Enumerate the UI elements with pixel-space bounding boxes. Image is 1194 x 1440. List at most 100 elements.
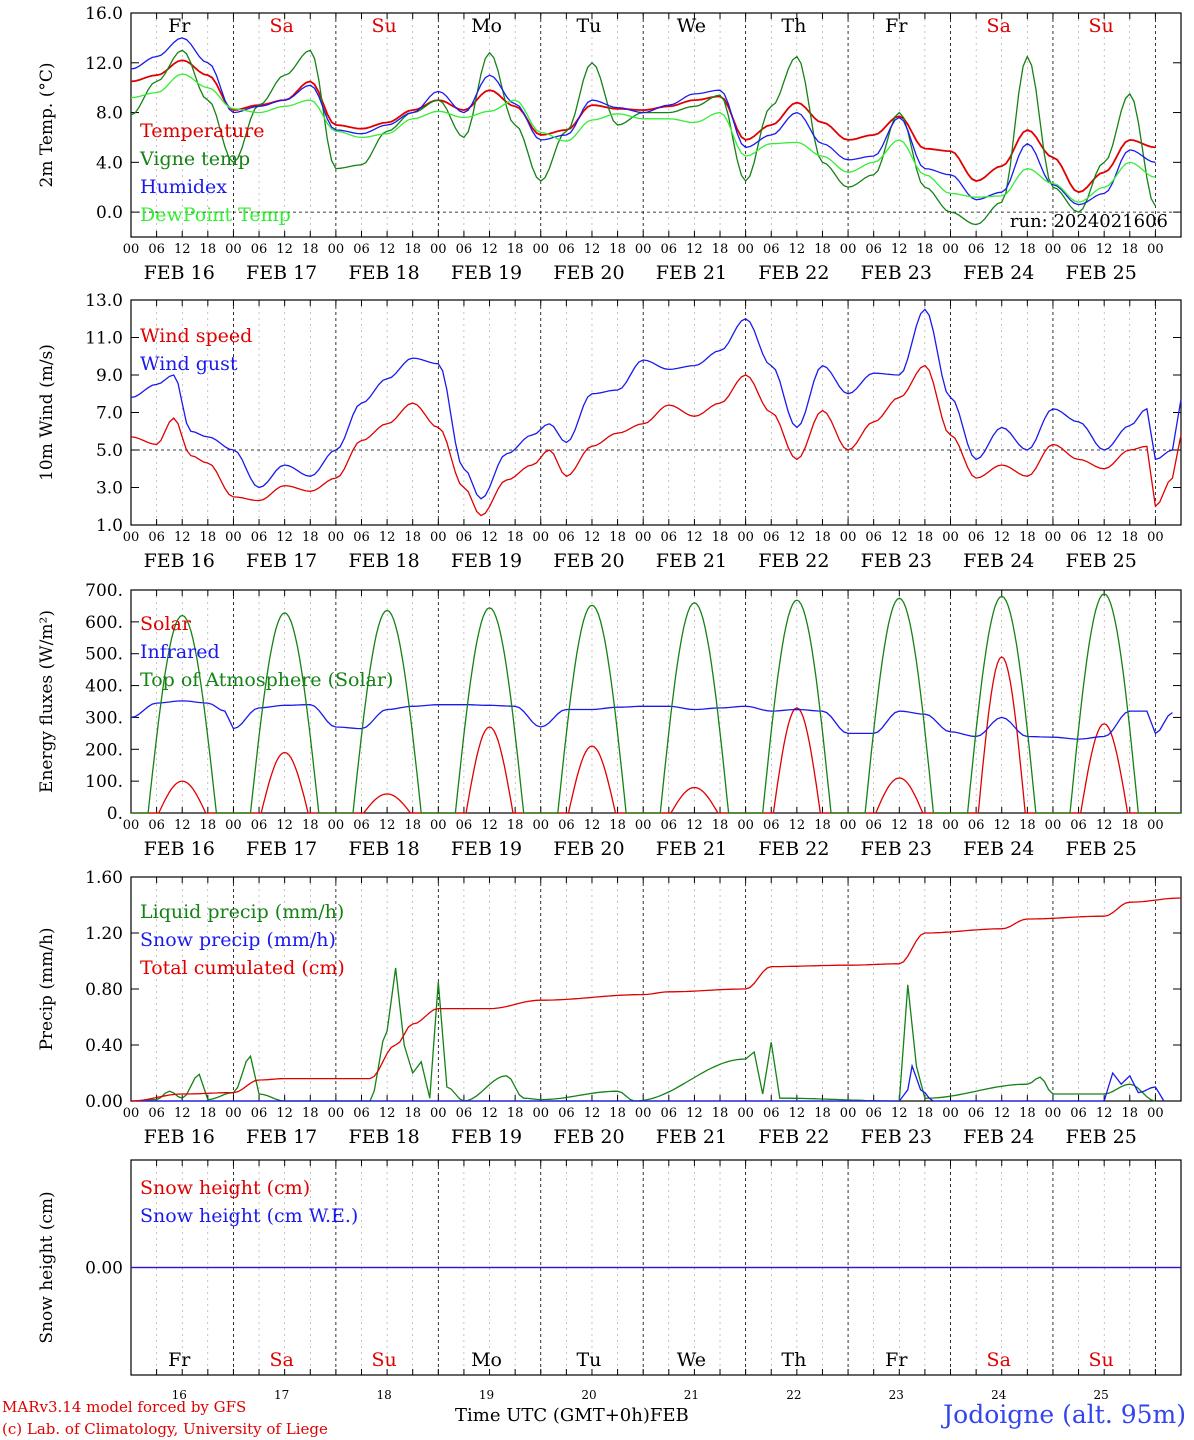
hour-tick-label: 12 [993, 818, 1010, 833]
weekday-label-bottom: Mo [471, 1349, 502, 1371]
hour-tick-label: 12 [891, 1106, 908, 1121]
day-number-label: 25 [1094, 1388, 1109, 1402]
date-label: FEB 22 [758, 838, 829, 860]
hour-tick-label: 06 [661, 818, 678, 833]
hour-tick-label: 06 [251, 1106, 268, 1121]
hour-tick-label: 12 [481, 530, 498, 545]
hour-tick-label: 00 [635, 242, 652, 257]
y-axis-label: Energy fluxes (W/m²) [37, 610, 57, 793]
y-tick-label: 4.0 [96, 153, 123, 173]
y-tick-label: 7.0 [96, 404, 123, 424]
hour-tick-label: 06 [968, 242, 985, 257]
hour-tick-label: 12 [993, 1106, 1010, 1121]
date-label: FEB 22 [758, 550, 829, 572]
y-tick-label: 0.00 [85, 1092, 123, 1112]
y-tick-label: 12.0 [85, 54, 123, 74]
date-label: FEB 16 [144, 838, 215, 860]
hour-tick-label: 00 [532, 818, 549, 833]
hour-tick-label: 06 [661, 530, 678, 545]
hour-tick-label: 00 [635, 530, 652, 545]
hour-tick-label: 06 [456, 1106, 473, 1121]
weekday-label-bottom: Th [781, 1349, 806, 1371]
date-label: FEB 23 [861, 838, 932, 860]
y-tick-label: 9.0 [96, 366, 123, 386]
date-label: FEB 20 [553, 838, 624, 860]
day-number-label: 22 [786, 1388, 801, 1402]
hour-tick-label: 06 [1070, 530, 1087, 545]
date-label: FEB 19 [451, 550, 522, 572]
hour-tick-label: 18 [712, 818, 729, 833]
weekday-label-top: Su [371, 15, 396, 37]
hour-tick-label: 12 [584, 818, 601, 833]
y-tick-label: 1.0 [96, 516, 123, 536]
date-label: FEB 24 [963, 1126, 1034, 1148]
hour-tick-label: 12 [174, 818, 191, 833]
hour-tick-label: 00 [123, 818, 140, 833]
legend-vigne-temp: Vigne temp [139, 148, 250, 170]
legend-liquid-precip-mm-h-: Liquid precip (mm/h) [140, 901, 344, 923]
hour-tick-label: 18 [917, 818, 934, 833]
hour-tick-label: 06 [148, 530, 165, 545]
day-number-label: 16 [172, 1388, 187, 1402]
hour-tick-label: 00 [532, 242, 549, 257]
hour-tick-label: 18 [1019, 530, 1036, 545]
hour-tick-label: 12 [174, 1106, 191, 1121]
hour-tick-label: 06 [865, 530, 882, 545]
hour-tick-label: 12 [481, 818, 498, 833]
hour-tick-label: 18 [1019, 242, 1036, 257]
hour-tick-label: 00 [225, 818, 242, 833]
hour-tick-label: 06 [763, 530, 780, 545]
weekday-label-bottom: We [677, 1349, 706, 1371]
hour-tick-label: 00 [328, 530, 345, 545]
y-tick-label: 300. [85, 708, 123, 728]
hour-tick-label: 00 [737, 1106, 754, 1121]
date-label: FEB 16 [144, 262, 215, 284]
date-label: FEB 25 [1066, 550, 1137, 572]
hour-tick-label: 12 [1096, 242, 1113, 257]
date-label: FEB 17 [246, 838, 317, 860]
hour-tick-label: 18 [302, 530, 319, 545]
date-label: FEB 17 [246, 550, 317, 572]
date-label: FEB 21 [656, 262, 727, 284]
y-tick-label: 400. [85, 677, 123, 697]
hour-tick-label: 12 [379, 818, 396, 833]
date-label: FEB 18 [348, 1126, 419, 1148]
y-axis-label: 10m Wind (m/s) [37, 344, 57, 481]
hour-tick-label: 00 [840, 818, 857, 833]
y-tick-label: 13.0 [85, 291, 123, 311]
series-line-vigne-temp [130, 49, 1156, 226]
y-tick-label: 0.80 [85, 980, 123, 1000]
hour-tick-label: 12 [584, 242, 601, 257]
credit-lab: (c) Lab. of Climatology, University of L… [2, 1420, 328, 1438]
hour-tick-label: 06 [148, 1106, 165, 1121]
hour-tick-label: 12 [379, 242, 396, 257]
hour-tick-label: 06 [456, 818, 473, 833]
day-number-label: 20 [581, 1388, 596, 1402]
hour-tick-label: 06 [456, 242, 473, 257]
hour-tick-label: 12 [789, 818, 806, 833]
credit-model: MARv3.14 model forced by GFS [2, 1398, 247, 1416]
weekday-label-top: Sa [987, 15, 1011, 37]
hour-tick-label: 00 [430, 1106, 447, 1121]
hour-tick-label: 00 [123, 1106, 140, 1121]
hour-tick-label: 06 [1070, 242, 1087, 257]
weekday-label-bottom: Su [1089, 1349, 1114, 1371]
weekday-label-bottom: Tu [577, 1349, 602, 1371]
hour-tick-label: 00 [225, 242, 242, 257]
hour-tick-label: 12 [481, 1106, 498, 1121]
hour-tick-label: 00 [1147, 1106, 1164, 1121]
hour-tick-label: 12 [584, 1106, 601, 1121]
hour-tick-label: 12 [276, 818, 293, 833]
legend-temperature: Temperature [140, 120, 264, 142]
date-label: FEB 16 [144, 1126, 215, 1148]
hour-tick-label: 00 [942, 242, 959, 257]
hour-tick-label: 18 [1122, 818, 1139, 833]
hour-tick-label: 18 [917, 530, 934, 545]
hour-tick-label: 00 [532, 530, 549, 545]
y-tick-label: 600. [85, 613, 123, 633]
series-line-wind-gust [130, 308, 1182, 500]
hour-tick-label: 06 [1070, 1106, 1087, 1121]
y-tick-label: 16.0 [85, 4, 123, 24]
hour-tick-label: 00 [430, 242, 447, 257]
